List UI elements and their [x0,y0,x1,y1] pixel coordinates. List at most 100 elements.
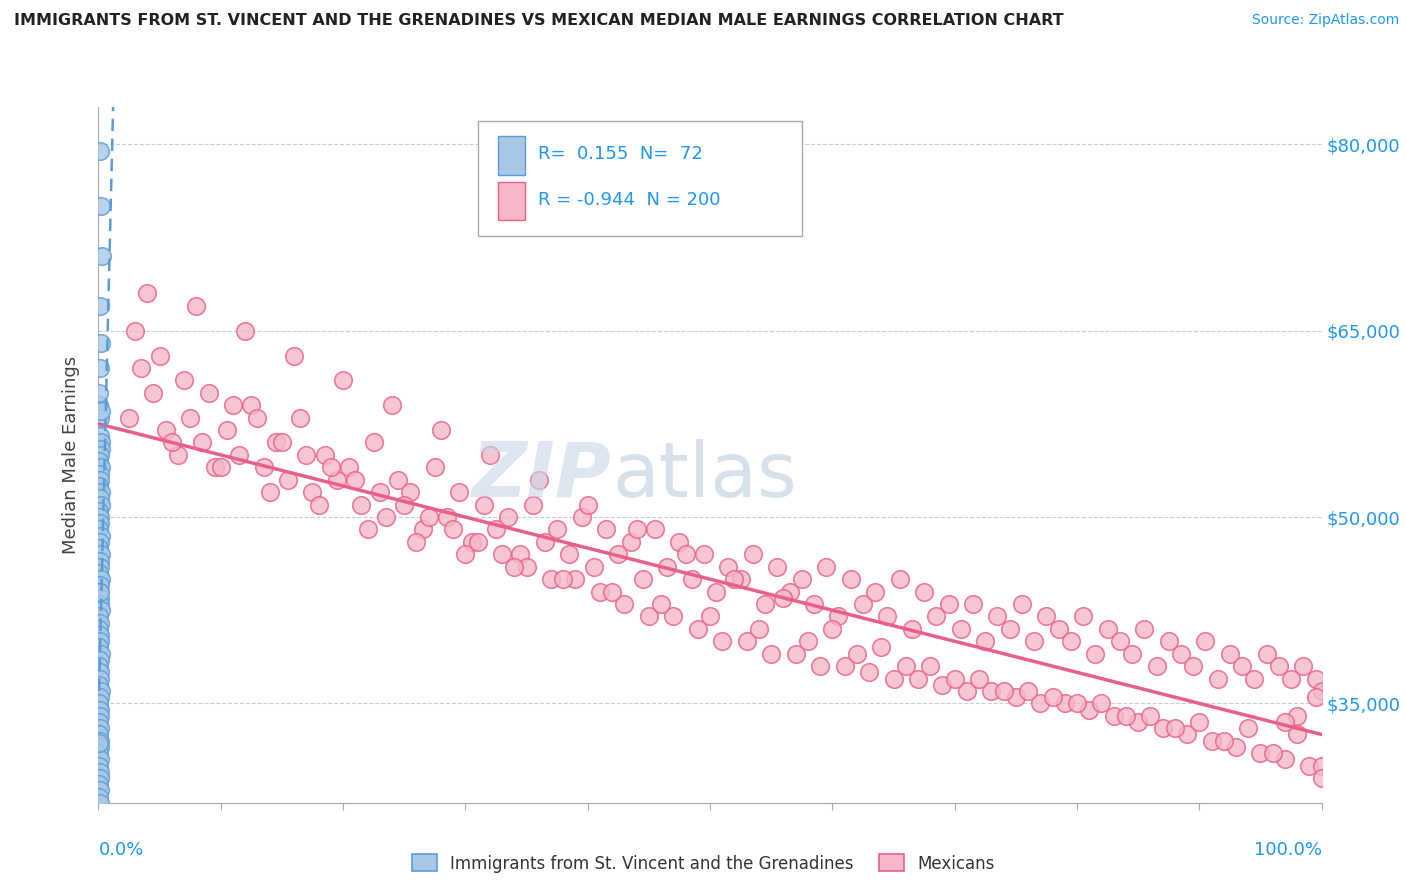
Point [527,473,550,487]
Point [264,435,287,450]
Point [626,523,648,537]
Point [1182,659,1205,673]
Point [1268,659,1291,673]
Point [1261,746,1284,760]
Point [167,448,190,462]
Point [600,584,623,599]
Point [1011,597,1033,611]
Point [423,460,446,475]
Point [186,299,208,313]
Point [589,584,612,599]
Point [449,485,471,500]
Point [89,541,111,555]
Point [858,665,880,680]
Point [1194,634,1216,648]
Point [252,460,274,475]
Point [797,634,820,648]
Point [89,653,111,667]
Point [89,559,111,574]
Point [91,249,114,263]
Point [89,721,111,735]
Point [564,572,586,586]
Point [283,349,305,363]
Point [607,547,630,561]
Point [1175,727,1198,741]
Point [90,460,112,475]
Point [503,559,526,574]
Point [89,615,111,630]
Bar [498,136,526,175]
Point [90,485,112,500]
Point [772,591,794,605]
Point [350,498,373,512]
Point [1206,672,1229,686]
Point [1029,697,1052,711]
Point [1286,708,1309,723]
Point [89,516,111,531]
Point [430,423,453,437]
Point [87,523,110,537]
Point [173,373,195,387]
Point [89,385,111,400]
Point [89,783,111,797]
Text: IMMIGRANTS FROM ST. VINCENT AND THE GRENADINES VS MEXICAN MEDIAN MALE EARNINGS C: IMMIGRANTS FROM ST. VINCENT AND THE GREN… [14,13,1064,29]
Point [889,572,911,586]
Point [89,553,111,567]
Point [412,523,434,537]
Point [1017,684,1039,698]
Point [90,547,112,561]
Point [1212,733,1234,747]
Point [270,435,294,450]
Point [516,559,538,574]
Point [931,678,953,692]
Point [657,559,679,574]
Point [1133,622,1156,636]
Point [808,659,831,673]
Point [142,385,165,400]
Point [938,597,960,611]
Point [89,672,111,686]
Point [662,609,685,624]
Point [876,609,898,624]
Text: R=  0.155  N=  72: R= 0.155 N= 72 [537,145,703,162]
Point [89,697,111,711]
Point [986,609,1008,624]
Point [668,534,690,549]
Point [197,385,219,400]
Point [87,714,110,729]
Point [1237,721,1260,735]
Point [1078,703,1101,717]
Point [1047,622,1070,636]
Point [496,510,519,524]
Point [1201,733,1223,747]
Point [89,410,111,425]
Point [1188,714,1211,729]
Point [1146,659,1168,673]
Point [766,559,789,574]
Legend: Immigrants from St. Vincent and the Grenadines, Mexicans: Immigrants from St. Vincent and the Gren… [405,847,1001,880]
Point [89,534,111,549]
Point [912,584,935,599]
Point [89,796,111,810]
Point [215,423,238,437]
Point [436,510,458,524]
Point [89,429,111,443]
Point [90,199,112,213]
Point [90,442,112,456]
Point [222,398,245,412]
Point [845,647,868,661]
Point [89,708,111,723]
Point [89,622,111,636]
Point [89,659,111,673]
Point [901,622,924,636]
Point [89,752,111,766]
Point [89,491,111,506]
Point [89,144,111,158]
Point [1053,697,1076,711]
Point [522,498,544,512]
Point [89,758,111,772]
Point [956,684,979,698]
Point [827,609,849,624]
Point [894,659,917,673]
Point [89,584,111,599]
